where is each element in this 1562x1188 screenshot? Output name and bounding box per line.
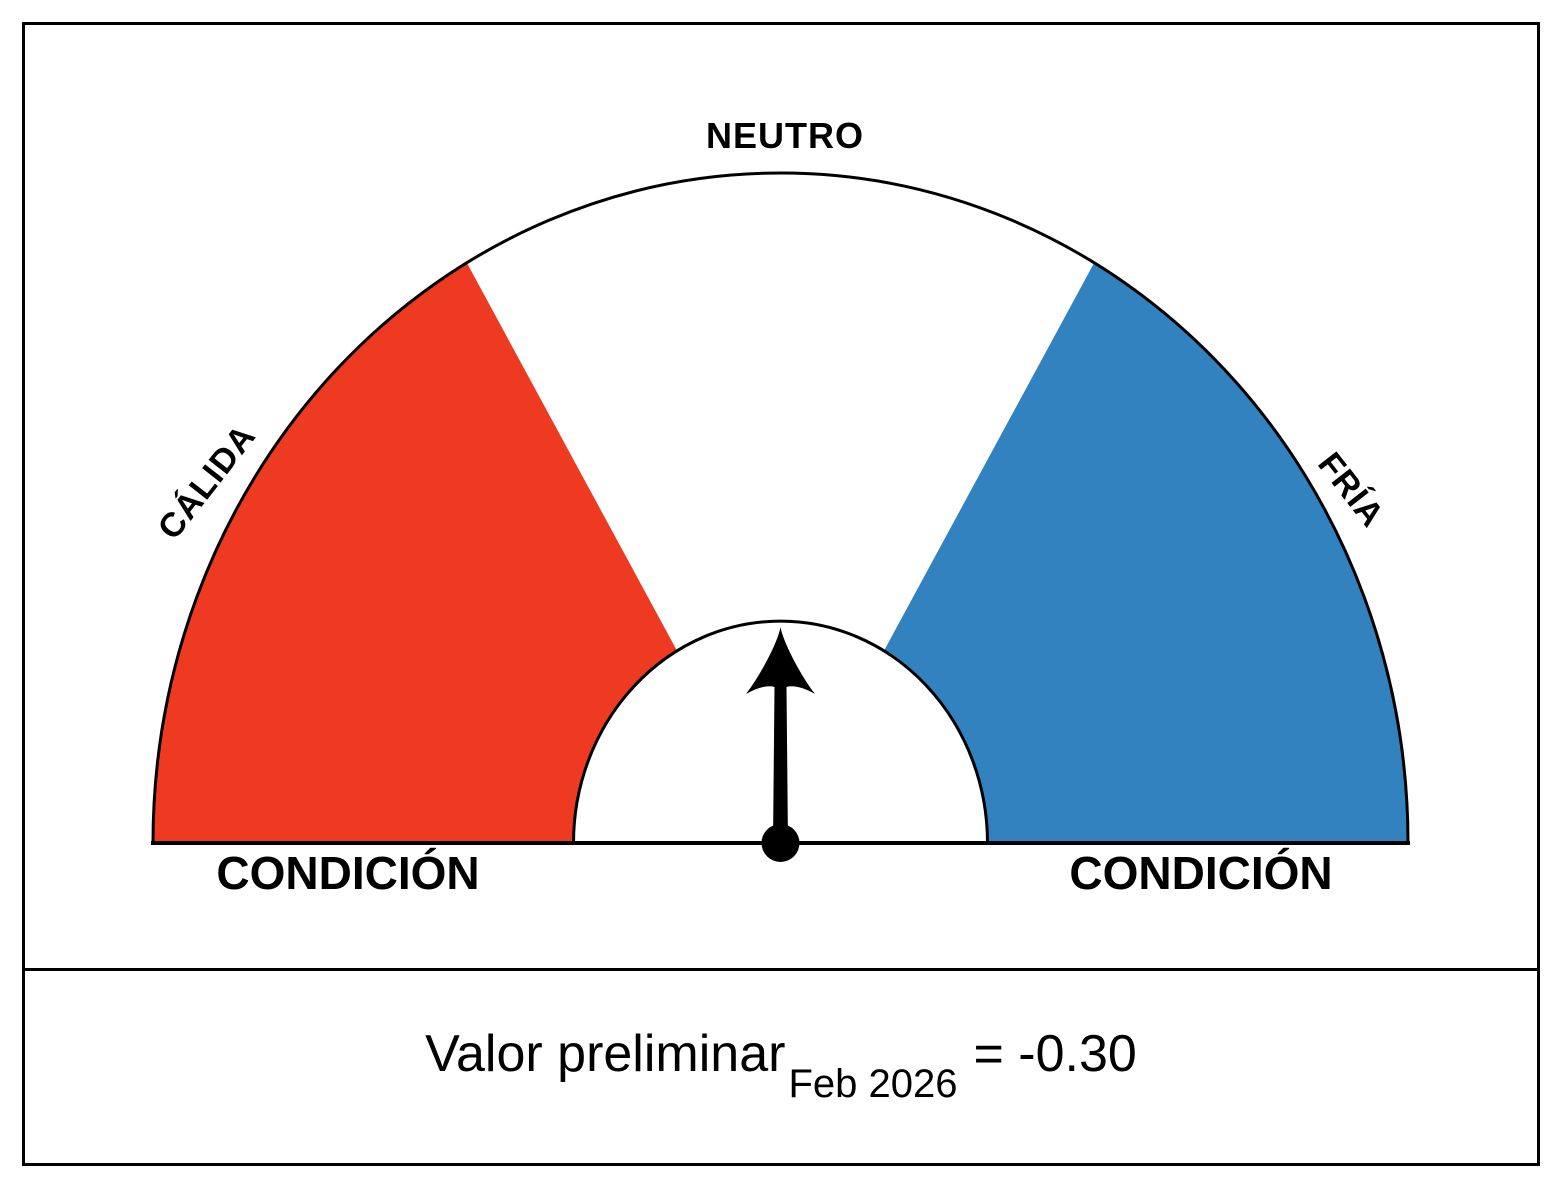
outer-arc (151, 171, 1410, 844)
needle (746, 627, 815, 843)
label-condicion-left: CONDICIÓN (216, 847, 480, 899)
footer-value: = -0.30 (973, 1025, 1137, 1083)
label-condicion-right: CONDICIÓN (1069, 847, 1333, 899)
footer-subscript: Feb 2026 (788, 1062, 958, 1106)
needle-pivot (761, 824, 800, 862)
footer-label: Valor preliminar (425, 1025, 786, 1083)
warm-sector (153, 262, 677, 843)
label-neutro: NEUTRO (706, 115, 864, 156)
cold-sector (884, 262, 1408, 843)
section-divider (25, 968, 1537, 971)
footer-value-line: Valor preliminarFeb 2026 = -0.30 (25, 1025, 1537, 1104)
